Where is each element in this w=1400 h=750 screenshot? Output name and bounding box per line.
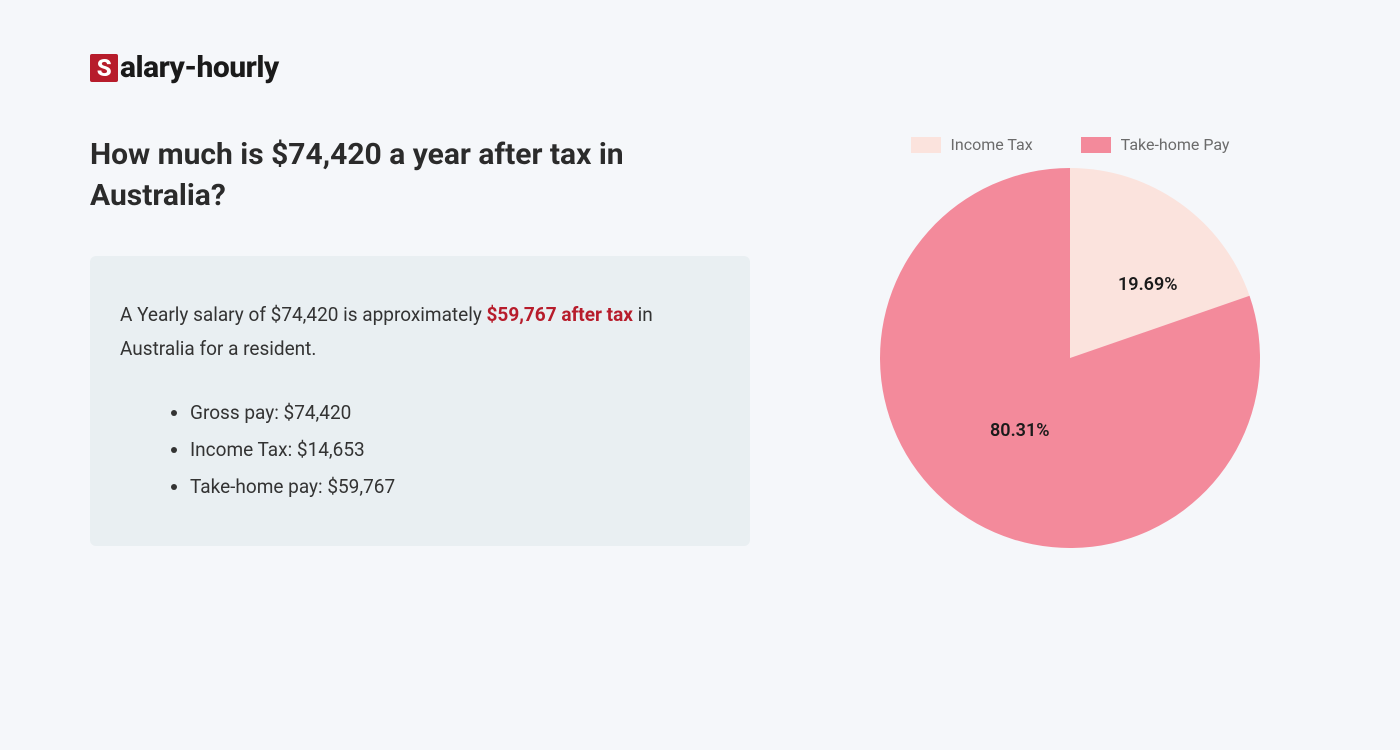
pie-svg xyxy=(880,168,1260,548)
list-item: Take-home pay: $59,767 xyxy=(190,468,720,505)
logo-badge: S xyxy=(90,54,118,82)
chart-column: Income Tax Take-home Pay 19.69% 80.31% xyxy=(830,135,1310,548)
site-logo: Salary-hourly xyxy=(90,50,1310,85)
legend-item-take-home: Take-home Pay xyxy=(1081,135,1230,154)
content-row: How much is $74,420 a year after tax in … xyxy=(90,135,1310,548)
slice-label-income-tax: 19.69% xyxy=(1118,274,1178,295)
info-paragraph: A Yearly salary of $74,420 is approximat… xyxy=(120,298,720,366)
chart-legend: Income Tax Take-home Pay xyxy=(830,135,1310,154)
legend-label: Income Tax xyxy=(951,135,1033,154)
legend-label: Take-home Pay xyxy=(1121,135,1230,154)
list-item: Gross pay: $74,420 xyxy=(190,394,720,431)
info-highlight: $59,767 after tax xyxy=(487,303,633,326)
legend-swatch xyxy=(1081,137,1111,153)
info-prefix: A Yearly salary of $74,420 is approximat… xyxy=(120,303,487,326)
pie-chart: 19.69% 80.31% xyxy=(880,168,1260,548)
info-list: Gross pay: $74,420 Income Tax: $14,653 T… xyxy=(120,394,720,505)
left-column: How much is $74,420 a year after tax in … xyxy=(90,135,750,548)
page-heading: How much is $74,420 a year after tax in … xyxy=(90,135,750,216)
legend-item-income-tax: Income Tax xyxy=(911,135,1033,154)
legend-swatch xyxy=(911,137,941,153)
info-box: A Yearly salary of $74,420 is approximat… xyxy=(90,256,750,546)
logo-text: alary-hourly xyxy=(120,50,279,85)
list-item: Income Tax: $14,653 xyxy=(190,431,720,468)
slice-label-take-home: 80.31% xyxy=(990,420,1050,441)
